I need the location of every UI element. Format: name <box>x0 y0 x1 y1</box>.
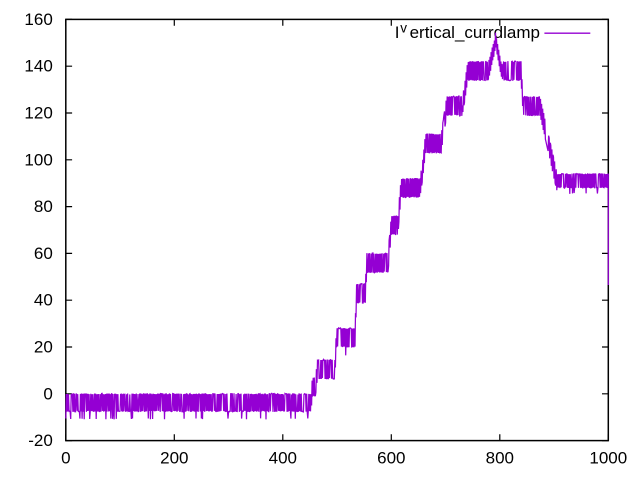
svg-text:160: 160 <box>24 10 52 29</box>
svg-text:60: 60 <box>34 244 53 263</box>
svg-text:400: 400 <box>269 448 297 467</box>
svg-text:1000: 1000 <box>589 448 627 467</box>
svg-text:20: 20 <box>34 338 53 357</box>
svg-text:40: 40 <box>34 291 53 310</box>
svg-text:120: 120 <box>24 104 52 123</box>
svg-text:800: 800 <box>486 448 514 467</box>
svg-text:-20: -20 <box>28 431 53 450</box>
svg-text:0: 0 <box>43 384 52 403</box>
svg-text:600: 600 <box>377 448 405 467</box>
svg-text:100: 100 <box>24 150 52 169</box>
svg-text:200: 200 <box>160 448 188 467</box>
svg-text:0: 0 <box>61 448 70 467</box>
svg-text:80: 80 <box>34 197 53 216</box>
svg-text:140: 140 <box>24 57 52 76</box>
